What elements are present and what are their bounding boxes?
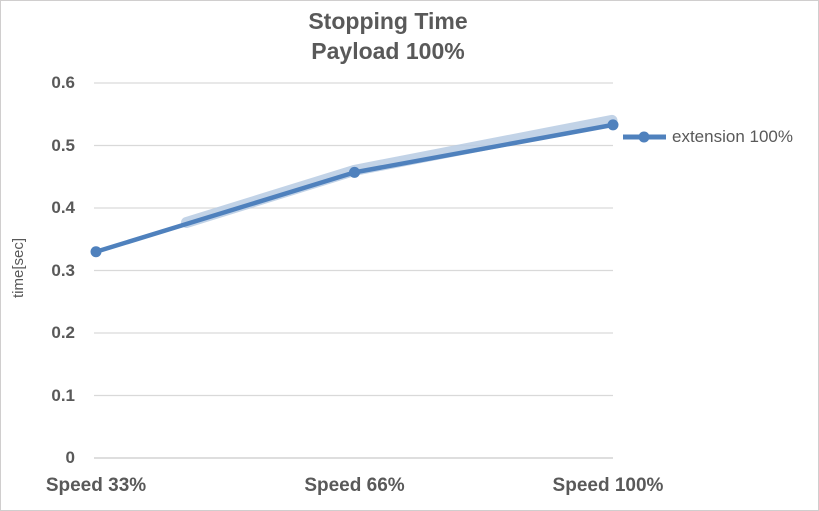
data-point-marker[interactable] <box>349 166 360 178</box>
legend-label: extension 100% <box>672 127 793 146</box>
y-axis-tick-label: 0.3 <box>51 260 75 280</box>
legend-line-marker-icon <box>623 131 666 143</box>
data-point-marker[interactable] <box>90 246 102 258</box>
legend-marker-dot <box>638 131 650 143</box>
chart-title-line1: Stopping Time <box>308 8 468 34</box>
x-axis-tick-label: Speed 66% <box>304 475 405 496</box>
y-axis-tick-label: 0.5 <box>51 135 75 155</box>
x-axis-tick-label: Speed 100% <box>552 475 664 496</box>
legend[interactable]: extension 100% <box>620 127 793 147</box>
x-axis-tick-label: Speed 33% <box>45 475 147 496</box>
y-axis-tick-label: 0.1 <box>51 385 75 405</box>
y-axis-tick-label: 0.2 <box>51 323 75 342</box>
data-point-marker[interactable] <box>607 119 619 131</box>
series-line-extension-100[interactable] <box>93 122 616 254</box>
y-axis-tick-label: 0.6 <box>51 73 75 92</box>
y-axis-tick-label: 0.4 <box>51 198 75 217</box>
y-axis-tick-label: 0 <box>65 448 75 467</box>
chart-title: Stopping Time Payload 100% <box>1 6 775 66</box>
chart-title-line2: Payload 100% <box>311 38 465 64</box>
